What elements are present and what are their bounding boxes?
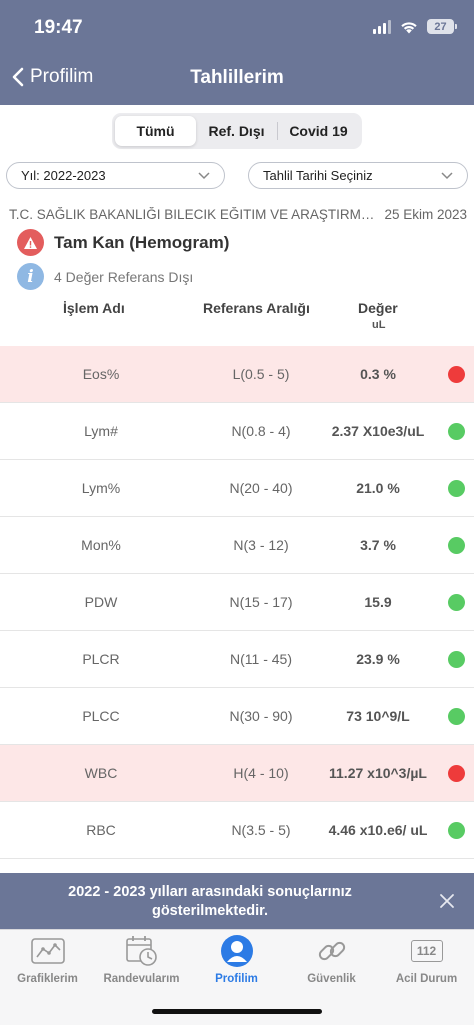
table-row[interactable]: PLCC N(30 - 90) 73 10^9/L: [0, 688, 474, 745]
status-dot-green: [448, 822, 465, 839]
tab-label: Profilim: [215, 973, 258, 985]
column-header-value: Değer: [358, 300, 398, 316]
signal-icon: [373, 19, 391, 34]
back-button[interactable]: Profilim: [12, 66, 93, 88]
segment-all[interactable]: Tümü: [115, 116, 196, 146]
year-dropdown-value: Yıl: 2022-2023: [21, 168, 106, 183]
chart-icon: [30, 935, 65, 967]
reference-range: N(15 - 17): [229, 594, 293, 610]
test-value: 21.0 %: [356, 480, 400, 496]
reference-range: N(0.8 - 4): [231, 423, 291, 439]
table-row[interactable]: PLCR N(11 - 45) 23.9 %: [0, 631, 474, 688]
test-value: 4.46 x10.e6/ uL: [328, 822, 428, 838]
column-header-reference: Referans Aralığı: [203, 300, 310, 316]
test-name: PLCC: [82, 708, 120, 724]
test-name: Lym#: [84, 423, 118, 439]
status-dot-green: [448, 423, 465, 440]
test-title-row: Tam Kan (Hemogram): [17, 229, 229, 256]
reference-range: H(4 - 10): [233, 765, 289, 781]
test-title: Tam Kan (Hemogram): [54, 232, 230, 252]
table-row[interactable]: Eos% L(0.5 - 5) 0.3 %: [0, 346, 474, 403]
results-table: Eos% L(0.5 - 5) 0.3 % Lym# N(0.8 - 4) 2.…: [0, 346, 474, 859]
tab-security[interactable]: Güvenlik: [284, 930, 379, 985]
hospital-name: T.C. SAĞLIK BAKANLIĞI BILECIK EĞITIM VE …: [9, 207, 380, 222]
close-icon[interactable]: [438, 892, 456, 910]
table-row[interactable]: Lym# N(0.8 - 4) 2.37 X10e3/uL: [0, 403, 474, 460]
date-dropdown-value: Tahlil Tarihi Seçiniz: [263, 168, 373, 183]
table-row[interactable]: PDW N(15 - 17) 15.9: [0, 574, 474, 631]
test-date: 25 Ekim 2023: [384, 207, 467, 222]
info-icon: i: [17, 263, 44, 290]
test-name: Eos%: [82, 366, 120, 382]
test-name: Mon%: [81, 537, 121, 553]
test-value: 2.37 X10e3/uL: [331, 423, 425, 439]
reference-range: N(11 - 45): [230, 651, 292, 667]
segment-covid[interactable]: Covid 19: [289, 123, 348, 139]
emergency-112-icon: 112: [410, 935, 444, 967]
reference-range: L(0.5 - 5): [232, 366, 290, 382]
test-name: PDW: [84, 594, 118, 610]
test-name: WBC: [84, 765, 118, 781]
segment-out-of-range[interactable]: Ref. Dışı: [208, 123, 265, 139]
test-value: 3.7 %: [360, 537, 396, 553]
test-value: 11.27 x10^3/µL: [329, 765, 427, 781]
emergency-badge: 112: [410, 940, 443, 962]
test-value: 15.9: [364, 594, 392, 610]
reference-range: N(3.5 - 5): [231, 822, 291, 838]
profile-icon: [220, 935, 254, 967]
table-row[interactable]: Lym% N(20 - 40) 21.0 %: [0, 460, 474, 517]
warning-icon: [17, 229, 44, 256]
table-row[interactable]: WBC H(4 - 10) 11.27 x10^3/µL: [0, 745, 474, 802]
test-name: Lym%: [81, 480, 121, 496]
banner-text: 2022 - 2023 yılları arasındaki sonuçları…: [68, 884, 352, 919]
status-dot-green: [448, 480, 465, 497]
chevron-down-icon: [198, 171, 210, 179]
test-name: PLCR: [82, 651, 120, 667]
test-value: 0.3 %: [360, 366, 396, 382]
test-value: 23.9 %: [356, 651, 400, 667]
status-dot-green: [448, 594, 465, 611]
hospital-line: T.C. SAĞLIK BAKANLIĞI BILECIK EĞITIM VE …: [9, 207, 467, 222]
tab-label: Grafiklerim: [17, 973, 78, 985]
date-dropdown[interactable]: Tahlil Tarihi Seçiniz: [248, 162, 468, 189]
filter-segmented-control: Tümü Ref. Dışı Covid 19: [112, 113, 362, 149]
out-of-range-count: 4 Değer Referans Dışı: [54, 268, 194, 285]
tab-label: Acil Durum: [395, 973, 458, 985]
reference-range: N(3 - 12): [233, 537, 289, 553]
status-dot-green: [448, 651, 465, 668]
status-dot-green: [448, 708, 465, 725]
test-value: 73 10^9/L: [346, 708, 410, 724]
table-row[interactable]: Mon% N(3 - 12) 3.7 %: [0, 517, 474, 574]
status-time: 19:47: [34, 17, 83, 38]
tab-appointments[interactable]: Randevularım: [94, 930, 189, 985]
status-dot-red: [448, 765, 465, 782]
tab-graphs[interactable]: Grafiklerim: [0, 930, 95, 985]
calendar-clock-icon: [125, 935, 159, 967]
link-icon: [315, 935, 349, 967]
back-label: Profilim: [30, 66, 94, 87]
status-dot-red: [448, 366, 465, 383]
app-header: 19:47 27 Profilim Tahlillerim: [0, 0, 474, 105]
column-header-value-cut: uL: [372, 319, 386, 331]
segment-divider: [277, 122, 278, 140]
battery-icon: 27: [427, 19, 457, 34]
status-icons: 27: [373, 19, 457, 34]
reference-range: N(20 - 40): [229, 480, 293, 496]
tab-label: Randevularım: [103, 973, 180, 985]
tab-emergency[interactable]: 112 Acil Durum: [379, 930, 474, 985]
test-name: RBC: [86, 822, 116, 838]
year-dropdown[interactable]: Yıl: 2022-2023: [6, 162, 225, 189]
info-banner: 2022 - 2023 yılları arasındaki sonuçları…: [0, 873, 474, 929]
tab-profile[interactable]: Profilim: [189, 930, 284, 985]
column-header-name: İşlem Adı: [63, 300, 125, 316]
wifi-icon: [401, 21, 417, 33]
info-row: i 4 Değer Referans Dışı: [17, 263, 193, 290]
table-row[interactable]: RBC N(3.5 - 5) 4.46 x10.e6/ uL: [0, 802, 474, 859]
chevron-left-icon: [12, 67, 24, 87]
tab-label: Güvenlik: [307, 973, 356, 985]
status-dot-green: [448, 537, 465, 554]
chevron-down-icon: [441, 171, 453, 179]
reference-range: N(30 - 90): [229, 708, 293, 724]
home-indicator: [152, 1009, 322, 1014]
